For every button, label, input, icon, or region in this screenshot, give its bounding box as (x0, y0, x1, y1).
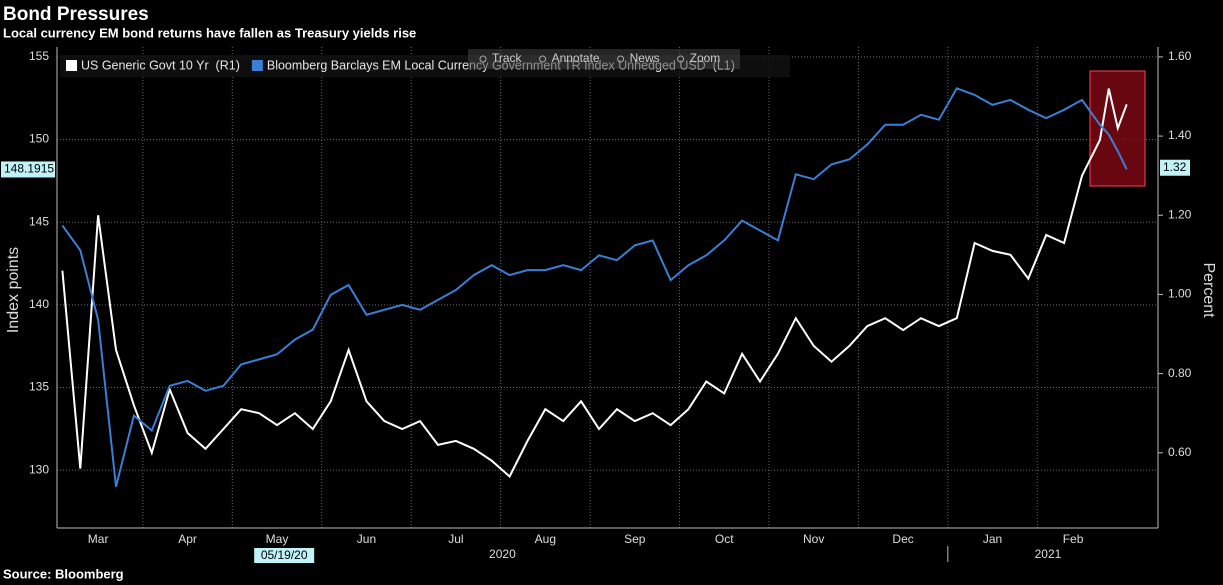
y2-axis-label: Percent (1200, 262, 1217, 318)
crosshair-label: 05/19/20 (261, 548, 308, 562)
chart-title: Bond Pressures (3, 4, 149, 25)
y-marker-box (1, 161, 55, 178)
legend-swatch (66, 60, 77, 71)
toolbar-icon (539, 55, 547, 63)
x-tick-label: Oct (715, 532, 734, 546)
toolbar-button[interactable]: Track (492, 51, 523, 65)
x-tick-label: Dec (892, 532, 913, 546)
y2-tick-label: 0.60 (1168, 445, 1192, 459)
y2-tick-label: 1.40 (1168, 128, 1192, 142)
y-tick-label: 155 (29, 49, 49, 63)
y2-tick-label: 1.00 (1168, 287, 1192, 301)
x-tick-label: Jul (448, 532, 463, 546)
legend-swatch (251, 60, 263, 71)
y2-tick-label: 0.80 (1168, 366, 1192, 380)
toolbar-icon (677, 55, 685, 63)
toolbar-button[interactable]: Annotate (552, 51, 600, 65)
chart-subtitle: Local currency EM bond returns have fall… (3, 25, 416, 40)
y-tick-label: 140 (29, 297, 49, 311)
x-tick-label: May (266, 532, 289, 546)
x-tick-label: Apr (178, 532, 197, 546)
y2-marker-label: 1.32 (1163, 160, 1187, 174)
y-tick-label: 145 (29, 214, 49, 228)
series-line (61, 87, 1128, 487)
x-tick-label: Sep (624, 532, 646, 546)
y2-marker-box (1160, 159, 1190, 176)
y-marker-label: 148.1915 (4, 162, 54, 176)
crosshair-box (254, 548, 315, 563)
y2-tick-label: 1.60 (1168, 49, 1192, 63)
y-tick-label: 150 (29, 132, 49, 146)
x-tick-label: Mar (88, 532, 109, 546)
x-tick-label: Aug (535, 532, 556, 546)
x-tick-label: Jun (357, 532, 376, 546)
year-label: 2021 (1035, 547, 1062, 561)
x-tick-label: Nov (803, 532, 824, 546)
toolbar-icon (479, 55, 487, 63)
source: Source: Bloomberg (3, 566, 124, 581)
toolbar-button[interactable]: News (630, 51, 660, 65)
y-tick-label: 135 (29, 380, 49, 394)
y-tick-label: 130 (29, 462, 49, 476)
toolbar (468, 49, 740, 69)
x-tick-label: Feb (1063, 532, 1084, 546)
legend-label: US Generic Govt 10 Yr (R1) (81, 58, 240, 72)
year-label: 2020 (489, 547, 516, 561)
series-line (61, 88, 1128, 479)
x-tick-label: Jan (983, 532, 1002, 546)
y2-tick-label: 1.20 (1168, 207, 1192, 221)
toolbar-button[interactable]: Zoom (690, 51, 721, 65)
toolbar-icon (617, 55, 625, 63)
y-axis-label: Index points (5, 247, 22, 333)
